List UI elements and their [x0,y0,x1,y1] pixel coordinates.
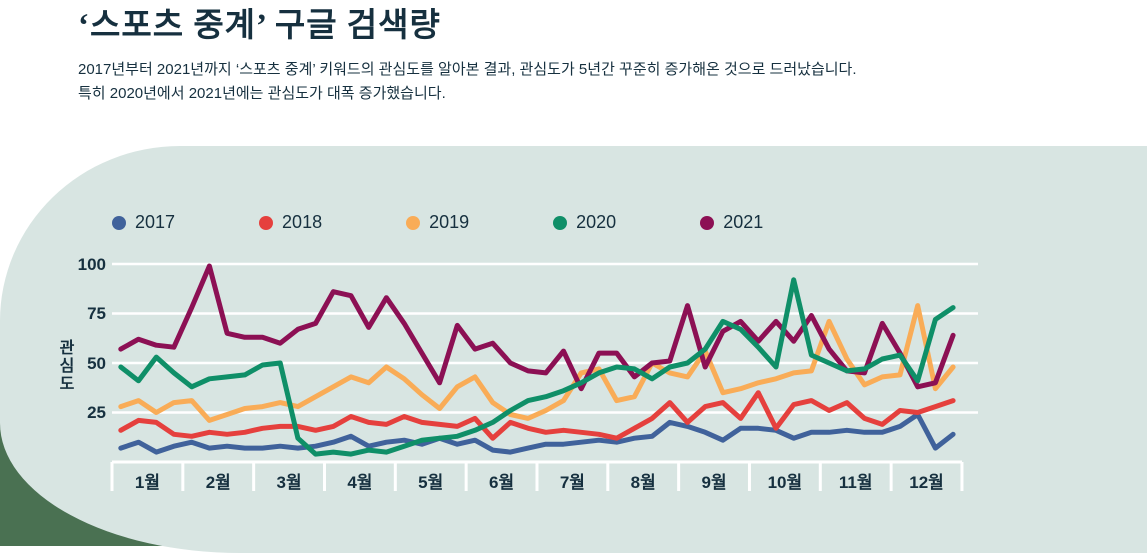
chart-line-2017 [118,412,956,455]
x-tick-label-4: 4월 [347,473,373,492]
chart-line-2018 [118,390,956,441]
x-tick-label-12: 12월 [909,473,944,492]
legend-dot-icon [112,215,126,230]
x-tick-label-2: 2월 [205,473,231,492]
y-axis-title: 관심도 [56,339,73,393]
y-tick-label-75: 75 [87,304,106,323]
y-tick-label-25: 25 [87,403,106,422]
legend-item-2017: 2017 [112,212,175,233]
legend-dot-icon [553,215,568,230]
y-tick-label-100: 100 [77,254,106,274]
header: ‘스포츠 중계’ 구글 검색량 2017년부터 2021년까지 ‘스포츠 중계’… [78,4,857,106]
x-tick-label-11: 11월 [838,473,873,492]
x-tick-label-6: 6월 [489,473,515,492]
y-tick-label-50: 50 [87,353,106,373]
legend-dot-icon [700,215,715,230]
legend-label: 2019 [429,212,470,232]
page-title: ‘스포츠 중계’ 구글 검색량 [78,8,441,44]
x-tick-label-1: 1월 [134,473,160,492]
legend-label: 2020 [576,212,617,232]
x-tick-label-7: 7월 [559,473,585,492]
chart-legend: 2017 2018 2019 2020 2021 [112,212,763,233]
legend-item-2018: 2018 [259,212,322,233]
chart-panel [0,146,1147,553]
x-tick-label-10: 10월 [767,473,803,492]
x-tick-label-8: 8월 [630,473,656,492]
chart-line-2019 [118,303,956,423]
x-tick-label-3: 3월 [276,473,302,492]
legend-item-2021: 2021 [700,212,763,233]
subtitle-line-1: 2017년부터 2021년까지 ‘스포츠 중계’ 키워드의 관심도를 알아본 결… [78,61,857,78]
legend-item-2019: 2019 [406,212,469,233]
legend-dot-icon [259,215,274,230]
chart-line-2021 [118,263,956,392]
legend-label: 2017 [135,212,176,232]
legend-label: 2021 [723,212,764,232]
subtitle-line-2: 특히 2020년에서 2021년에는 관심도가 대폭 증가했습니다. [78,85,446,102]
legend-item-2020: 2020 [553,212,616,233]
subtitle: 2017년부터 2021년까지 ‘스포츠 중계’ 키워드의 관심도를 알아본 결… [78,58,857,106]
legend-label: 2018 [282,212,323,232]
x-tick-label-9: 9월 [701,473,727,492]
legend-dot-icon [406,215,421,230]
x-tick-label-5: 5월 [418,473,444,492]
chart-line-2020 [118,277,956,457]
